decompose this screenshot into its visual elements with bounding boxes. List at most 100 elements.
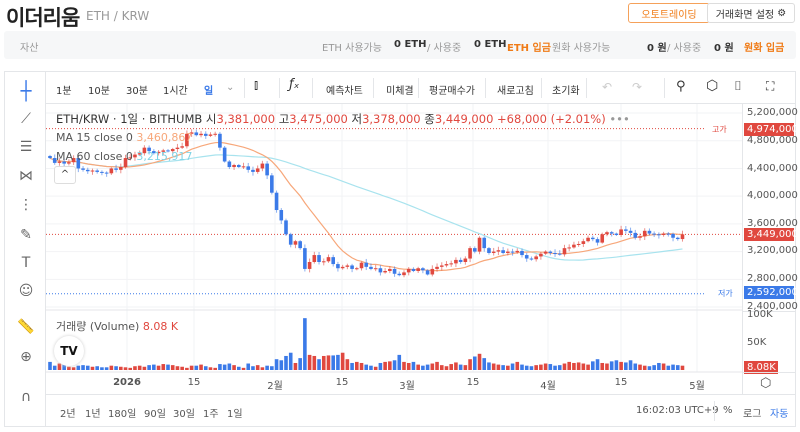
crosshair-icon[interactable]: ┼ (20, 80, 32, 102)
candle (246, 166, 251, 170)
range-2y[interactable]: 2년 (60, 409, 76, 420)
price-tick: 4,000,000 (747, 190, 798, 201)
ruler-icon[interactable]: 📏 (17, 319, 35, 335)
interval-1d[interactable]: 일 (204, 86, 214, 97)
candle (185, 133, 189, 147)
candle (104, 172, 109, 174)
settings-hex-icon[interactable]: ⬡ (706, 78, 719, 94)
volume-bar (237, 366, 241, 370)
more-icon[interactable]: ••• (609, 112, 630, 126)
interval-1h[interactable]: 1시간 (163, 86, 188, 97)
screen-settings-button[interactable]: 거래화면 설정 ⚙ (707, 3, 795, 23)
candle (175, 147, 180, 150)
candle (237, 164, 241, 168)
interval-chevron-down-icon[interactable]: ⌄ (226, 82, 235, 93)
interval-30m[interactable]: 30분 (126, 86, 148, 97)
forecast-chart-button[interactable]: 예측차트 (326, 86, 363, 97)
volume-bar (270, 366, 274, 370)
horizontal-lines-icon[interactable]: ☰ (19, 139, 33, 155)
candle (520, 250, 524, 256)
candle (605, 232, 609, 235)
candle (81, 168, 85, 170)
volume-bar (166, 364, 170, 370)
interval-1m[interactable]: 1분 (56, 86, 72, 97)
candle (661, 233, 666, 235)
candle-type-icon[interactable]: ⫾ (254, 78, 259, 93)
volume-bar (180, 366, 184, 370)
range-180d[interactable]: 180일 (108, 409, 137, 420)
candle (553, 252, 557, 254)
volume-bar (458, 364, 463, 370)
candle (128, 157, 133, 159)
volume-value: 8.08 K (142, 320, 179, 333)
range-1d[interactable]: 1일 (227, 409, 243, 420)
percent-toggle[interactable]: % (723, 405, 733, 416)
candle (270, 175, 274, 193)
collapse-legend-chevron-icon[interactable]: ^ (54, 166, 76, 184)
auto-toggle[interactable]: 자동 (770, 409, 789, 420)
emoji-icon[interactable]: ☺ (18, 283, 34, 299)
volume-bar (57, 363, 62, 370)
range-1y[interactable]: 1년 (85, 409, 101, 420)
volume-bar (67, 366, 71, 370)
chart-frame (4, 71, 796, 427)
candle (170, 149, 175, 152)
open-orders-button[interactable]: 미체결 (386, 86, 414, 97)
ma60-legend[interactable]: MA 60 close 0 3,215,917 (56, 150, 192, 163)
zoom-in-icon[interactable]: ⊕ (20, 349, 32, 365)
alert-icon[interactable]: ⚲ (676, 79, 686, 94)
chart-legend: ETH/KRW · 1일 · BITHUMB 시3,381,000 고3,475… (56, 111, 630, 127)
candle (671, 233, 675, 238)
candle (402, 272, 406, 276)
krw-deposit-link[interactable]: 원화 입금 (744, 43, 785, 54)
redo-icon[interactable]: ↷ (632, 80, 643, 94)
interval-10m[interactable]: 10분 (88, 86, 110, 97)
candle (189, 132, 194, 134)
volume-bar (317, 359, 321, 370)
undo-icon[interactable]: ↶ (602, 80, 613, 94)
high-label: 고 (278, 112, 290, 126)
range-1w[interactable]: 1주 (203, 409, 219, 420)
candle (208, 134, 213, 136)
candle (647, 230, 652, 234)
eth-deposit-link[interactable]: ETH 입금 (507, 43, 551, 54)
text-icon[interactable]: T (21, 255, 31, 271)
ma15-legend[interactable]: MA 15 close 0 3,460,867 (56, 131, 192, 144)
candle (241, 166, 246, 168)
fullscreen-icon[interactable]: ⛶ (766, 79, 775, 93)
high-price-tag: 4,974,000 (744, 123, 798, 136)
axis-settings-icon[interactable]: ⬡ (760, 376, 772, 391)
candle (477, 237, 482, 252)
price-axis[interactable]: 5,200,000 4,800,000 4,400,000 4,000,000 … (742, 104, 798, 394)
refresh-button[interactable]: 새로고침 (497, 86, 534, 97)
candle (340, 266, 345, 269)
range-30d[interactable]: 30일 (173, 409, 195, 420)
brush-icon[interactable]: ✎ (20, 227, 32, 243)
volume-tick: 100K (747, 309, 773, 320)
candle (373, 268, 378, 270)
indicator-fx-icon[interactable]: ƒₓ (289, 77, 300, 92)
volume-bar (147, 365, 151, 370)
eth-in-use: 0 ETH (474, 39, 507, 50)
volume-bar (345, 359, 350, 370)
candle (609, 232, 614, 234)
log-toggle[interactable]: 로그 (743, 409, 762, 420)
candle (378, 268, 383, 273)
fib-icon[interactable]: ⋮ (19, 197, 33, 213)
reset-button[interactable]: 초기화 (552, 86, 580, 97)
pattern-icon[interactable]: ⋈ (19, 168, 33, 184)
price-chart[interactable] (46, 104, 742, 394)
candle (321, 261, 326, 263)
chart-toolbar: 1분 10분 30분 1시간 일 ⌄ ⫾ ƒₓ 예측차트 미체결 평균매수가 새… (46, 72, 795, 104)
avg-buy-price-button[interactable]: 평균매수가 (429, 86, 475, 97)
volume-bar (133, 366, 137, 370)
trend-line-icon[interactable]: ⟋ (21, 111, 31, 127)
auto-trading-button[interactable]: 오토트레이딩 (628, 3, 710, 23)
candle (203, 133, 208, 136)
open-value: 3,381,000 (216, 112, 276, 126)
range-90d[interactable]: 90일 (144, 409, 166, 420)
camera-icon[interactable]: ⌷ (734, 79, 742, 94)
volume-bar (473, 356, 477, 370)
magnet-icon[interactable]: ∩ (20, 389, 32, 405)
price-tick: 3,600,000 (747, 218, 798, 229)
